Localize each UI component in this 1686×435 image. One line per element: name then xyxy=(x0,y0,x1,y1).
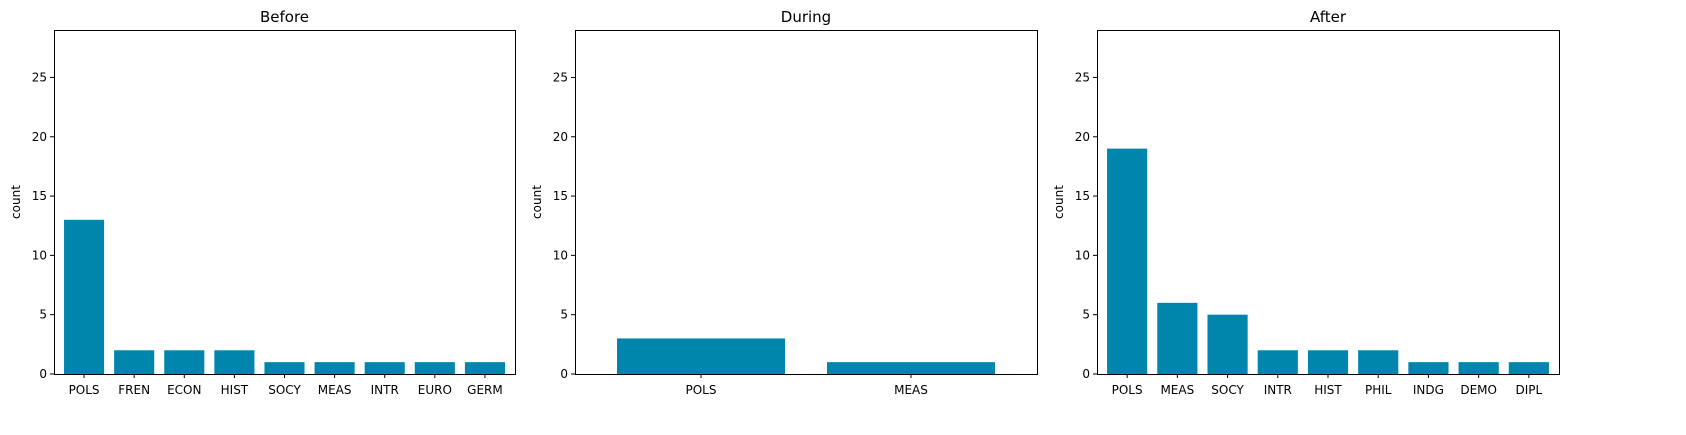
y-tick-label: 15 xyxy=(1075,189,1090,203)
y-tick-label: 5 xyxy=(1082,308,1090,322)
y-tick-label: 15 xyxy=(32,189,47,203)
x-tick-label: INDG xyxy=(1413,383,1444,397)
plot-frame xyxy=(575,30,1038,375)
x-tick-label: PHIL xyxy=(1365,383,1392,397)
bar-intr xyxy=(364,362,405,374)
bar-hist xyxy=(214,350,255,374)
bar-indg xyxy=(1408,362,1449,374)
bar-hist xyxy=(1307,350,1349,374)
y-tick-label: 5 xyxy=(39,308,47,322)
x-tick-label: INTR xyxy=(371,383,399,397)
y-tick-label: 25 xyxy=(32,70,47,84)
plot-frame xyxy=(54,30,516,375)
bar-demo xyxy=(1458,362,1499,374)
x-tick-label: MEAS xyxy=(894,383,928,397)
y-axis-label: count xyxy=(530,185,544,219)
x-tick-label: INTR xyxy=(1264,383,1292,397)
bar-phil xyxy=(1358,350,1399,374)
y-tick-label: 5 xyxy=(560,308,568,322)
bar-meas xyxy=(1157,302,1198,374)
y-tick-label: 25 xyxy=(553,70,568,84)
x-tick-label: POLS xyxy=(686,383,717,397)
x-tick-label: SOCY xyxy=(268,383,301,397)
chart-title: After xyxy=(1310,8,1347,26)
y-tick-label: 10 xyxy=(32,248,47,262)
bar-econ xyxy=(164,350,205,374)
y-tick-label: 10 xyxy=(553,248,568,262)
bar-germ xyxy=(464,362,505,374)
bar-euro xyxy=(414,362,455,374)
bar-socy xyxy=(1207,314,1248,374)
bar-pols xyxy=(617,338,785,374)
x-tick-label: SOCY xyxy=(1211,383,1244,397)
y-axis-label: count xyxy=(1052,185,1066,219)
y-tick-label: 20 xyxy=(1075,130,1090,144)
x-tick-label: POLS xyxy=(69,383,100,397)
bar-intr xyxy=(1257,350,1298,374)
x-tick-label: DIPL xyxy=(1516,383,1543,397)
y-tick-label: 15 xyxy=(553,189,568,203)
y-tick-label: 10 xyxy=(1075,248,1090,262)
bar-meas xyxy=(314,362,355,374)
x-tick-label: HIST xyxy=(1314,383,1342,397)
y-axis-label: count xyxy=(9,185,23,219)
y-tick-label: 0 xyxy=(39,367,47,381)
y-tick-label: 0 xyxy=(560,367,568,381)
bar-pols xyxy=(64,219,105,374)
bar-fren xyxy=(114,350,155,374)
chart-panel-after: After 0 5 10 15 20 25 POLS MEAS SOCY INTR HIST PHIL I… xyxy=(1052,8,1560,397)
x-tick-label: GERM xyxy=(467,383,503,397)
bar-meas xyxy=(827,362,995,374)
y-tick-label: 20 xyxy=(553,130,568,144)
chart-title: During xyxy=(781,8,831,26)
x-tick-label: POLS xyxy=(1112,383,1143,397)
x-tick-label: FREN xyxy=(118,383,150,397)
y-tick-label: 25 xyxy=(1075,70,1090,84)
x-tick-label: HIST xyxy=(221,383,249,397)
bar-dipl xyxy=(1508,362,1549,374)
chart-panel-before: Before 0 5 10 15 20 25 POLS FREN ECON HIST SOCY MEAS… xyxy=(9,8,516,397)
x-tick-label: MEAS xyxy=(318,383,352,397)
x-tick-label: EURO xyxy=(418,383,452,397)
y-tick-label: 20 xyxy=(32,130,47,144)
x-tick-label: MEAS xyxy=(1160,383,1194,397)
x-tick-label: ECON xyxy=(167,383,201,397)
bar-socy xyxy=(264,362,305,374)
bar-pols xyxy=(1107,148,1148,374)
x-tick-label: DEMO xyxy=(1460,383,1497,397)
y-tick-label: 0 xyxy=(1082,367,1090,381)
chart-panel-during: During 0 5 10 15 20 25 POLS MEAS count xyxy=(530,8,1038,397)
chart-title: Before xyxy=(260,8,309,26)
